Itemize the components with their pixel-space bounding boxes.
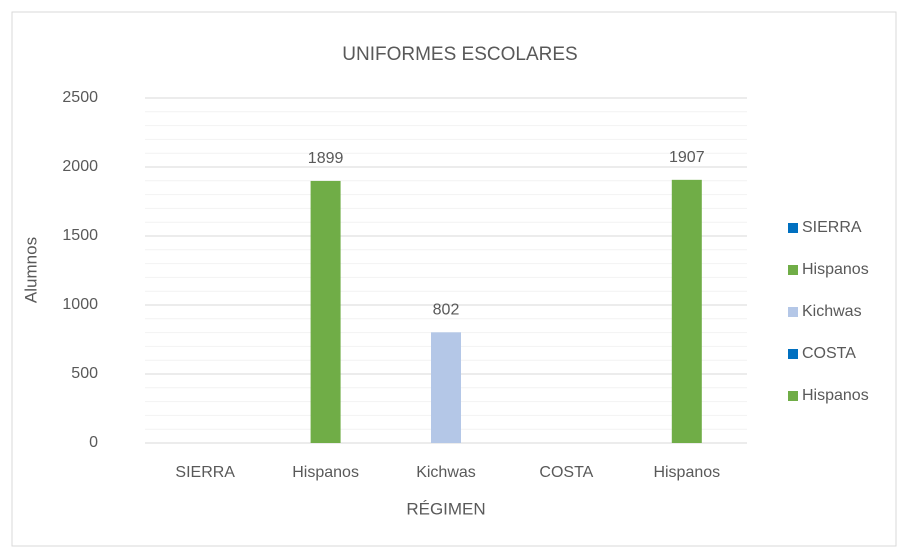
- legend-label: Hispanos: [802, 261, 869, 278]
- x-tick-label: COSTA: [539, 464, 593, 481]
- data-label: 1907: [669, 149, 705, 166]
- x-tick-label: SIERRA: [175, 464, 235, 481]
- y-tick-label: 1500: [62, 227, 98, 244]
- x-tick-label: Kichwas: [416, 464, 476, 481]
- legend-label: SIERRA: [802, 219, 862, 236]
- y-axis-label: Alumnos: [21, 237, 40, 303]
- y-tick-label: 2000: [62, 158, 98, 175]
- legend-swatch: [788, 391, 798, 401]
- x-tick-label: Hispanos: [292, 464, 359, 481]
- legend-label: Kichwas: [802, 303, 862, 320]
- chart-frame: [11, 11, 897, 547]
- y-tick-label: 2500: [62, 89, 98, 106]
- y-tick-label: 1000: [62, 296, 98, 313]
- legend-swatch: [788, 307, 798, 317]
- legend-swatch: [788, 223, 798, 233]
- data-label: 1899: [308, 150, 344, 167]
- y-tick-label: 0: [89, 434, 98, 451]
- legend-swatch: [788, 349, 798, 359]
- x-axis-label: RÉGIMEN: [406, 499, 485, 518]
- x-tick-label: Hispanos: [653, 464, 720, 481]
- bar: [431, 332, 461, 443]
- legend-label: COSTA: [802, 345, 856, 362]
- data-label: 802: [433, 302, 460, 319]
- y-tick-label: 500: [71, 365, 98, 382]
- bar: [671, 179, 702, 444]
- bar: [310, 180, 341, 444]
- legend-swatch: [788, 265, 798, 275]
- legend-label: Hispanos: [802, 387, 869, 404]
- chart-title: UNIFORMES ESCOLARES: [342, 44, 577, 65]
